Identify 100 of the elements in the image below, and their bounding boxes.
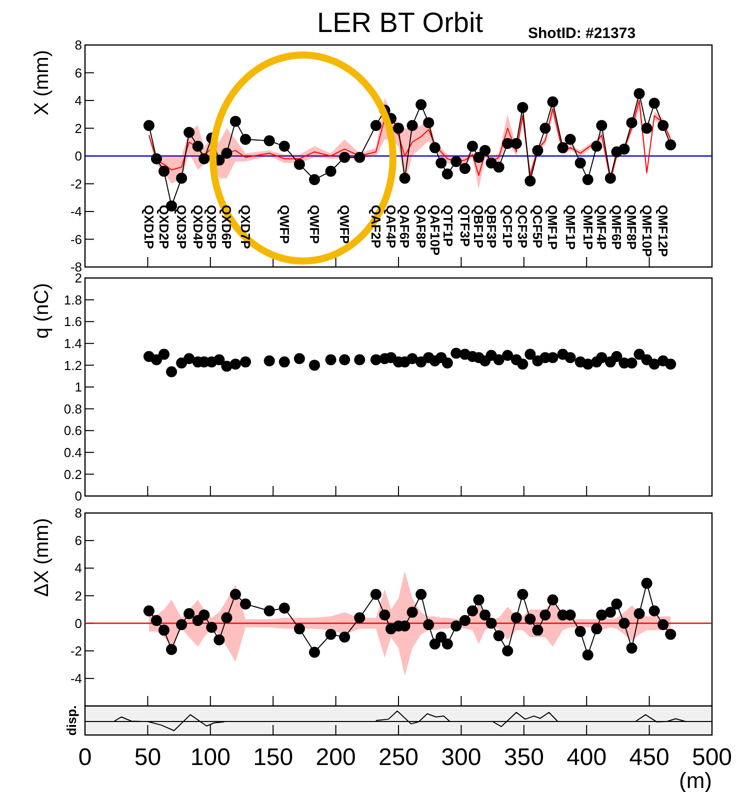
point <box>240 134 252 145</box>
point <box>604 172 616 184</box>
point <box>442 638 453 650</box>
point <box>214 634 225 646</box>
annotation: QXD1P <box>141 204 156 250</box>
point <box>517 588 528 600</box>
annotation: QAF10P <box>427 204 442 256</box>
y-tick-label: 8 <box>74 38 82 53</box>
annotation: QXD7P <box>238 204 253 250</box>
point <box>406 353 418 364</box>
y-tick-label: 0 <box>74 616 82 631</box>
point <box>480 144 491 156</box>
y-tick-label: 2 <box>74 588 82 604</box>
point <box>406 606 418 618</box>
point <box>532 624 544 636</box>
y-tick-label: 4 <box>74 93 82 108</box>
point <box>473 152 484 163</box>
point <box>429 638 440 650</box>
y-axis-title: X (mm) <box>31 50 53 116</box>
y-axis-title: ΔX (mm) <box>31 518 53 597</box>
annotation: QAF8P <box>414 204 429 249</box>
point <box>634 608 645 620</box>
point <box>540 610 551 621</box>
point <box>264 605 275 616</box>
annotation: QMF1P <box>580 204 596 250</box>
point <box>143 605 154 616</box>
y-tick-label: -2 <box>70 643 82 658</box>
x-tick-label: 200 <box>316 744 356 771</box>
point <box>459 615 470 626</box>
point <box>596 610 608 621</box>
point <box>442 168 453 180</box>
point <box>466 140 478 152</box>
annotation: QCF1P <box>500 204 516 249</box>
y-tick-label: -4 <box>70 670 82 686</box>
point <box>221 360 232 372</box>
point <box>416 588 427 600</box>
y-tick-label: 0 <box>74 148 82 164</box>
point <box>641 578 652 589</box>
point <box>230 588 241 600</box>
point <box>379 610 390 621</box>
x-tick-label: 300 <box>441 744 482 771</box>
point <box>517 102 528 113</box>
point <box>325 166 336 177</box>
x-tick-label: 400 <box>566 744 607 771</box>
point <box>339 152 350 163</box>
point <box>611 350 622 362</box>
point <box>591 623 602 634</box>
point <box>264 355 275 366</box>
x-tick-label: 350 <box>504 744 544 771</box>
annotation: QWFP <box>276 204 292 244</box>
point <box>486 618 497 629</box>
point <box>596 120 608 131</box>
point <box>221 148 232 159</box>
point <box>325 354 336 366</box>
point <box>658 120 669 131</box>
point <box>150 354 162 366</box>
point <box>658 619 669 630</box>
annotation: QCF5P <box>530 204 546 249</box>
point <box>564 352 576 364</box>
y-tick-label: 2 <box>74 270 82 286</box>
point <box>450 156 462 168</box>
annotation: QWFP <box>337 204 352 244</box>
y-axis-title: disp. <box>64 705 79 736</box>
point <box>294 158 305 170</box>
point <box>510 138 522 150</box>
point <box>648 605 660 616</box>
chart-subtitle: ShotID: #21373 <box>528 25 636 42</box>
point <box>436 157 447 168</box>
point <box>143 120 154 131</box>
point <box>278 602 290 614</box>
y-tick-label: 0.4 <box>64 444 82 460</box>
point <box>604 606 616 618</box>
annotation: QMF8P <box>624 204 640 250</box>
y-tick-label: -6 <box>70 232 82 247</box>
point <box>158 624 170 636</box>
point <box>325 628 336 640</box>
point <box>354 612 366 624</box>
y-tick-label: -2 <box>70 176 82 192</box>
point <box>547 96 558 108</box>
point <box>308 174 320 186</box>
annotation: QMF4P <box>594 204 610 250</box>
point <box>648 98 660 109</box>
annotation: QAF4P <box>383 204 398 249</box>
annotation: QMF10P <box>639 204 654 258</box>
point <box>166 366 178 378</box>
point <box>406 120 418 131</box>
point <box>339 354 350 366</box>
y-tick-label: -4 <box>70 204 82 220</box>
annotation: QAF2P <box>368 204 384 249</box>
point <box>294 623 305 634</box>
annotation: QXD5P <box>204 204 220 250</box>
point <box>308 646 320 658</box>
point <box>354 354 366 366</box>
annotation: QMF12P <box>656 204 671 258</box>
point <box>591 140 602 152</box>
point <box>648 358 660 370</box>
x-tick-label: 450 <box>629 744 670 771</box>
point <box>459 162 470 174</box>
annotation: QXD3P <box>174 204 190 250</box>
point <box>423 619 434 630</box>
